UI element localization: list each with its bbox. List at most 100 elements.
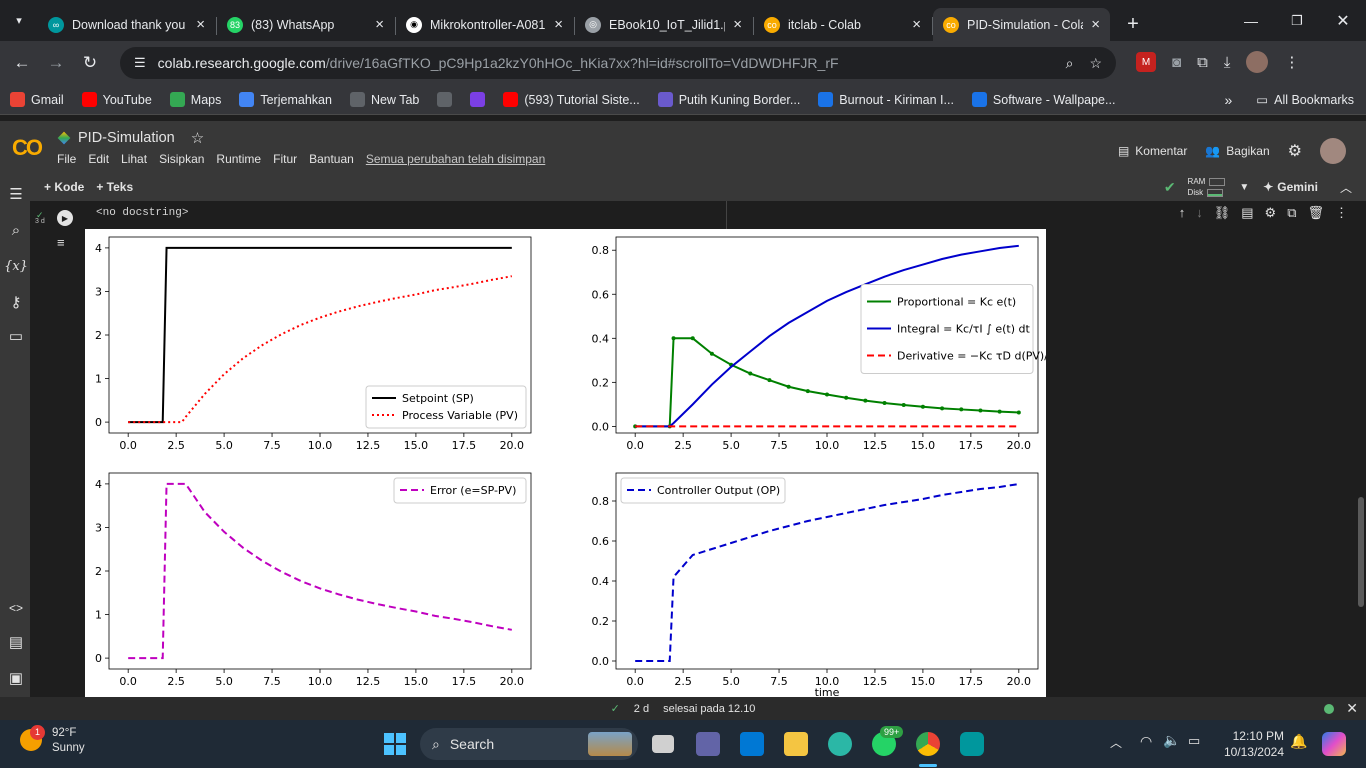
bookmark-star-icon[interactable]: ☆	[1089, 54, 1102, 71]
tab-close-icon[interactable]: ×	[733, 16, 742, 33]
cell-settings-icon[interactable]: ⚙	[1264, 205, 1277, 220]
user-avatar[interactable]	[1320, 138, 1346, 164]
browser-tab[interactable]: ∞ Download thank you ×	[38, 8, 217, 41]
close-status-icon[interactable]: ✕	[1346, 700, 1358, 716]
extensions-puzzle-icon[interactable]: ⧉	[1197, 53, 1208, 71]
tray-chevron-icon[interactable]: ︿	[1110, 736, 1123, 750]
bookmark-item[interactable]: Putih Kuning Border...	[657, 92, 800, 107]
menu-fitur[interactable]: Fitur	[273, 152, 298, 166]
zoom-search-icon[interactable]: ⌕	[1065, 54, 1074, 71]
tab-close-icon[interactable]: ×	[375, 16, 384, 33]
secrets-key-icon[interactable]: ⚷	[10, 294, 22, 311]
files-folder-icon[interactable]: ▭	[8, 328, 24, 345]
menu-runtime[interactable]: Runtime	[216, 152, 262, 166]
toc-icon[interactable]: ☰	[9, 186, 23, 203]
arduino-icon[interactable]	[960, 732, 984, 756]
menu-edit[interactable]: Edit	[88, 152, 110, 166]
tab-close-icon[interactable]: ×	[554, 16, 563, 33]
start-windows-icon[interactable]	[384, 733, 406, 755]
resource-monitor[interactable]: RAM Disk	[1188, 176, 1226, 198]
notebook-scrollbar[interactable]	[1358, 497, 1364, 607]
file-explorer-icon[interactable]	[784, 732, 808, 756]
browser-tab[interactable]: ◎ EBook10_IoT_Jilid1.pdf ×	[575, 8, 754, 41]
cell-comment-icon[interactable]: ▤	[1241, 205, 1254, 220]
chrome-icon[interactable]	[916, 732, 940, 756]
browser-tab[interactable]: ◉ Mikrokontroller-A081 ×	[396, 8, 575, 41]
terminal-icon[interactable]: ▣	[8, 670, 24, 687]
volume-icon[interactable]: 🔈	[1163, 732, 1181, 748]
wifi-icon[interactable]: ◠	[1140, 733, 1153, 749]
browser-tab[interactable]: co PID-Simulation - Colab ×	[933, 8, 1110, 41]
battery-icon[interactable]: ▭	[1188, 733, 1201, 748]
site-info-icon[interactable]: ☰	[134, 55, 146, 70]
task-view-icon[interactable]	[652, 735, 674, 753]
notebook-title[interactable]: PID-Simulation	[78, 130, 175, 146]
settings-gear-icon[interactable]: ⚙	[1287, 143, 1302, 160]
profile-avatar[interactable]	[1246, 51, 1269, 73]
camera-icon[interactable]: ◙	[1172, 53, 1182, 71]
clock[interactable]: 12:10 PM 10/13/2024	[1222, 728, 1284, 760]
bookmark-item[interactable]: Software - Wallpape...	[971, 92, 1115, 107]
minimize-button[interactable]: —	[1244, 12, 1258, 29]
reload-icon[interactable]: ↻	[82, 53, 98, 72]
menu-file[interactable]: File	[57, 152, 77, 166]
runtime-dropdown-icon[interactable]: ▼	[1239, 181, 1250, 193]
copilot-icon[interactable]	[1322, 732, 1346, 756]
close-window-button[interactable]: ✕	[1336, 12, 1350, 30]
move-up-icon[interactable]: ↑	[1178, 205, 1186, 220]
taskbar-search[interactable]: ⌕ Search	[420, 728, 638, 760]
bookmark-item[interactable]: Maps	[169, 92, 221, 107]
teams-icon[interactable]	[696, 732, 720, 756]
mirror-cell-icon[interactable]: ⧉	[1287, 205, 1297, 220]
output-options-icon[interactable]: ≡	[57, 235, 65, 250]
tab-close-icon[interactable]: ×	[912, 16, 921, 33]
variables-icon[interactable]: {x}	[4, 258, 28, 274]
bookmark-item[interactable]: New Tab	[349, 92, 419, 107]
all-bookmarks-folder-icon[interactable]: ▭	[1256, 93, 1269, 107]
add-code-button[interactable]: + Kode	[44, 180, 85, 194]
new-tab-button[interactable]: +	[1127, 13, 1139, 35]
star-icon[interactable]: ☆	[190, 130, 205, 147]
run-cell-button[interactable]: ▶	[57, 210, 73, 226]
bookmark-item[interactable]: Gmail	[10, 92, 64, 107]
tab-search-button[interactable]: ▾	[16, 15, 22, 27]
browser-tab[interactable]: co itclab - Colab ×	[754, 8, 933, 41]
save-status-link[interactable]: Semua perubahan telah disimpan	[365, 152, 546, 166]
bookmark-item[interactable]: YouTube	[81, 92, 152, 107]
colab-logo[interactable]: CO	[12, 135, 43, 160]
edge-icon[interactable]	[828, 732, 852, 756]
download-icon[interactable]: ⤓	[1223, 53, 1231, 71]
bookmark-item[interactable]: Burnout - Kiriman I...	[818, 92, 954, 107]
browser-menu-icon[interactable]: ⋮	[1284, 54, 1300, 71]
bookmark-item[interactable]	[437, 92, 453, 107]
forward-icon[interactable]: →	[47, 53, 65, 72]
comment-button[interactable]: ▤ Komentar	[1118, 144, 1187, 158]
collapse-header-icon[interactable]: ︿	[1339, 180, 1352, 195]
bookmark-item[interactable]	[470, 92, 486, 107]
move-down-icon[interactable]: ↓	[1196, 205, 1203, 220]
share-button[interactable]: 👥 Bagikan	[1205, 144, 1269, 158]
all-bookmarks-link[interactable]: All Bookmarks	[1274, 92, 1354, 107]
tab-close-icon[interactable]: ×	[196, 16, 205, 33]
extension-red-icon[interactable]: M	[1136, 52, 1156, 72]
more-bookmarks-icon[interactable]: »	[1224, 91, 1233, 108]
back-icon[interactable]: ←	[13, 53, 31, 72]
code-snippets-icon[interactable]: <>	[8, 601, 23, 615]
weather-widget[interactable]: 1 92°F Sunny	[20, 725, 85, 756]
bookmark-item[interactable]: Terjemahkan	[239, 92, 332, 107]
notification-bell-icon[interactable]: 🔔	[1290, 733, 1308, 749]
command-palette-icon[interactable]: ▤	[8, 634, 24, 651]
tab-close-icon[interactable]: ×	[1091, 16, 1100, 33]
url-field[interactable]: ☰ colab.research.google.com/drive/16aGfT…	[120, 47, 1116, 79]
search-icon[interactable]: ⌕	[11, 221, 21, 239]
menu-bantuan[interactable]: Bantuan	[309, 152, 354, 166]
menu-lihat[interactable]: Lihat	[121, 152, 148, 166]
link-icon[interactable]: ⛓	[1213, 205, 1231, 220]
bookmark-item[interactable]: (593) Tutorial Siste...	[503, 92, 640, 107]
gemini-button[interactable]: ✦ Gemini	[1263, 180, 1318, 194]
delete-cell-icon[interactable]: 🗑	[1307, 205, 1324, 220]
cell-more-icon[interactable]: ⋮	[1335, 205, 1348, 220]
menu-sisipkan[interactable]: Sisipkan	[159, 152, 205, 166]
restore-button[interactable]: ❐	[1291, 12, 1303, 28]
browser-tab[interactable]: 83 (83) WhatsApp ×	[217, 8, 396, 41]
